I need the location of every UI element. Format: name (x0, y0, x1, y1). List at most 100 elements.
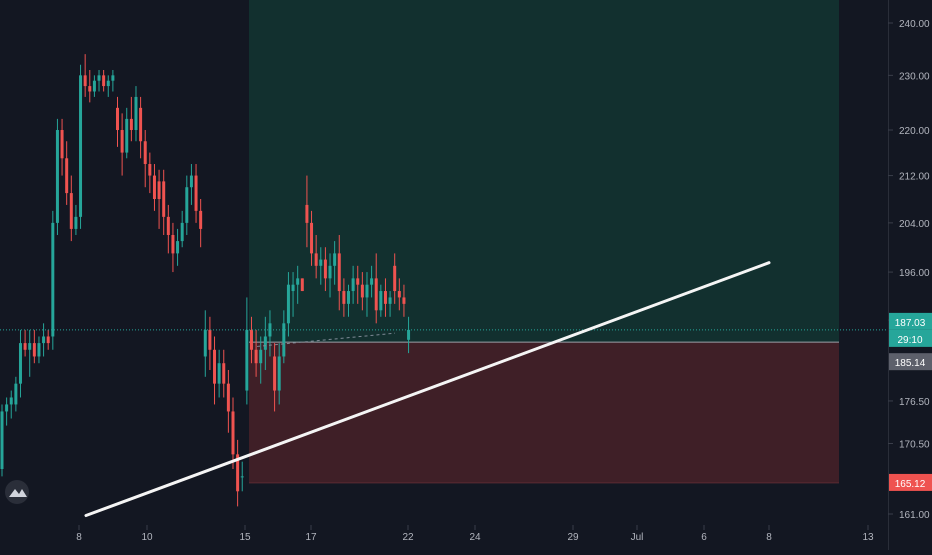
candle (152, 164, 156, 211)
candle-body (65, 158, 69, 194)
candle (337, 234, 341, 311)
candle (60, 118, 64, 176)
candle-body (194, 175, 198, 211)
candle (162, 169, 166, 235)
candle-body (180, 222, 184, 242)
candle (365, 272, 369, 317)
candle (9, 390, 13, 419)
candle-body (222, 363, 226, 384)
x-tick-label: 13 (862, 532, 874, 543)
candle (226, 369, 230, 433)
candle-body (0, 411, 4, 470)
candle-body (106, 80, 110, 87)
candle (263, 316, 267, 370)
candle (356, 265, 360, 304)
loss-zone[interactable] (249, 342, 839, 483)
candle-body (268, 323, 272, 337)
trend-line[interactable] (84, 261, 771, 518)
candle (46, 329, 50, 350)
candle-body (88, 86, 92, 92)
candle-body (162, 181, 166, 217)
y-tick-label: 212.00 (899, 172, 930, 183)
candle-body (370, 278, 374, 285)
candle (5, 397, 9, 426)
candle (208, 316, 212, 370)
candle-body (342, 291, 346, 304)
candle (180, 210, 184, 248)
candle-body (291, 284, 295, 292)
last-price-tag-bg (889, 312, 932, 330)
candle (92, 75, 96, 97)
candle-body (240, 476, 244, 478)
candle-body (407, 329, 411, 340)
candle (300, 278, 304, 292)
candle (379, 284, 383, 317)
candle (296, 265, 300, 304)
candle (88, 70, 92, 103)
candle-body (365, 284, 369, 298)
x-tick-label: 29 (567, 532, 579, 543)
x-tick-label: 22 (402, 532, 414, 543)
candle-body (148, 164, 152, 176)
candle-body (263, 336, 267, 350)
last-price-tag: 187.03 (889, 312, 932, 330)
candle-body (171, 234, 175, 254)
logo-mark (9, 489, 27, 497)
candle (370, 265, 374, 298)
candle (351, 265, 355, 304)
profit-zone[interactable] (249, 0, 839, 343)
candle (139, 96, 143, 159)
tradingview-logo-icon[interactable] (5, 480, 29, 504)
candle-body (51, 222, 55, 337)
candle (347, 284, 350, 317)
candle-body (388, 297, 392, 304)
candle (120, 113, 124, 176)
candle-body (55, 130, 59, 223)
candle (37, 336, 41, 364)
candle (383, 278, 387, 317)
candle (305, 175, 309, 248)
y-tick-label: 161.00 (899, 510, 930, 521)
candle (129, 96, 133, 142)
candle-body (351, 278, 355, 292)
candle-body (18, 343, 22, 384)
x-tick-label: 8 (76, 532, 82, 543)
y-tick-label: 204.00 (899, 219, 930, 230)
candle (28, 329, 32, 377)
candle (273, 343, 277, 412)
trend-line-group[interactable] (84, 261, 771, 518)
projection-dashed-line (256, 332, 396, 347)
candle-body (333, 253, 337, 266)
candle (185, 175, 189, 235)
candle (199, 198, 203, 248)
candle-body (134, 96, 138, 131)
candle-body (296, 278, 300, 285)
candle (18, 329, 22, 398)
candle (203, 310, 207, 377)
candle-body (393, 265, 397, 292)
candle (310, 210, 314, 266)
candle (83, 54, 87, 97)
position-zones[interactable] (249, 0, 839, 484)
candle (125, 107, 129, 159)
candle (74, 204, 78, 235)
y-tick-label: 240.00 (899, 19, 930, 30)
candle-body (9, 397, 13, 405)
candle-body (69, 193, 73, 229)
candle-body (213, 349, 217, 384)
candle-body (97, 75, 101, 81)
candle-body (286, 284, 290, 324)
candle-body (314, 253, 318, 266)
countdown-tag-bg (889, 329, 932, 347)
candle (32, 329, 36, 364)
candle (217, 349, 221, 398)
candle-body (374, 278, 378, 311)
candle-body (14, 383, 18, 405)
candle-body (102, 75, 106, 87)
candle-body (226, 383, 230, 412)
candle-body (37, 343, 41, 357)
candle (240, 461, 244, 492)
candle (236, 439, 240, 507)
